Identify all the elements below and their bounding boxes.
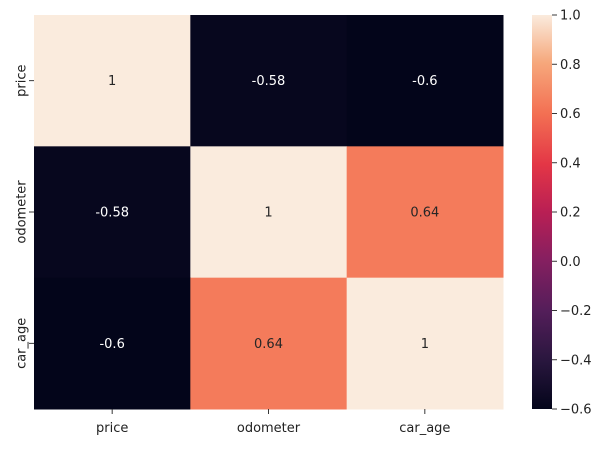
- colorbar-tick-label: 0.0: [560, 255, 581, 270]
- heatmap-cell-odometer-car_age: [346, 146, 504, 279]
- x-tick-label: odometer: [237, 421, 301, 436]
- heatmap-cell-car_age-odometer: [190, 277, 348, 410]
- cell-annotation: -0.6: [412, 74, 437, 89]
- colorbar-gradient: [532, 15, 552, 409]
- colorbar-tick-label: 1.0: [560, 9, 581, 24]
- heatmap-cell-car_age-car_age: [346, 277, 504, 410]
- colorbar-tick-label: 0.6: [560, 107, 581, 122]
- heatmap-cells: [34, 15, 504, 410]
- heatmap-cell-car_age-price: [34, 277, 191, 410]
- cell-annotation: 0.64: [410, 206, 439, 221]
- colorbar-tick-label: 0.2: [560, 206, 581, 221]
- colorbar-ticks: 1.0 0.8 0.6 0.4 0.2 0.0 −0.2 −0.4 −0.6: [552, 9, 592, 418]
- x-axis: price odometer car_age: [96, 409, 450, 436]
- cell-annotation: -0.6: [99, 337, 124, 352]
- cell-annotations: 1 -0.58 -0.6 -0.58 1 0.64 -0.6 0.64 1: [95, 74, 439, 352]
- heatmap-cell-price-odometer: [190, 15, 348, 147]
- cell-annotation: -0.58: [95, 206, 129, 221]
- x-tick-label: price: [96, 421, 128, 436]
- colorbar-tick-label: 0.8: [560, 58, 581, 73]
- heatmap-cell-odometer-price: [34, 146, 191, 279]
- y-tick-label: price: [15, 64, 30, 96]
- colorbar-tick-label: 0.4: [560, 156, 581, 171]
- colorbar: [532, 15, 552, 409]
- heatmap-cell-price-price: [34, 15, 191, 147]
- cell-annotation: 0.64: [254, 337, 283, 352]
- colorbar-tick-label: −0.6: [560, 403, 592, 418]
- cell-annotation: -0.58: [252, 74, 286, 89]
- y-axis: price odometer car_age: [15, 64, 34, 369]
- y-tick-label: car_age: [15, 318, 30, 369]
- colorbar-tick-label: −0.4: [560, 353, 592, 368]
- y-tick-label: odometer: [15, 180, 30, 244]
- x-tick-label: car_age: [399, 421, 450, 436]
- cell-annotation: 1: [108, 74, 116, 89]
- colorbar-tick-label: −0.2: [560, 304, 592, 319]
- cell-annotation: 1: [421, 337, 429, 352]
- heatmap-cell-odometer-odometer: [190, 146, 348, 279]
- heatmap-cell-price-car_age: [346, 15, 504, 147]
- cell-annotation: 1: [264, 206, 272, 221]
